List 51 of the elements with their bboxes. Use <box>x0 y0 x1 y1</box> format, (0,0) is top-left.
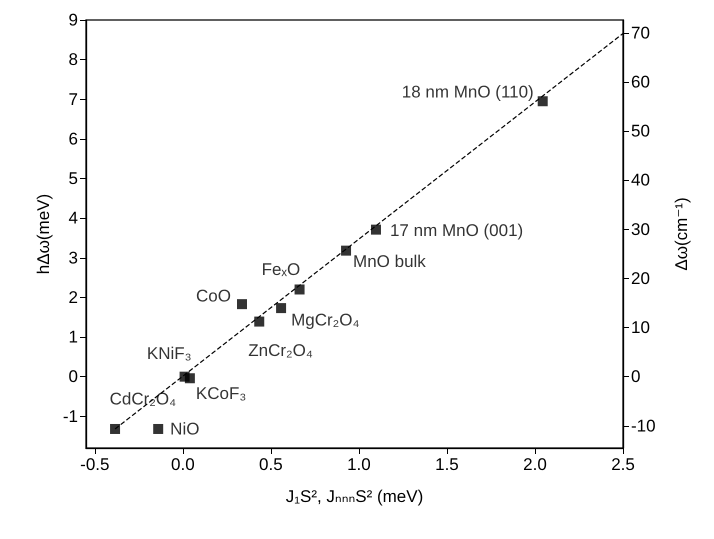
y2-tick-label: 20 <box>631 268 650 288</box>
point <box>276 303 286 314</box>
x-axis-title: J₁S², JₙₙₙS² (meV) <box>286 487 424 506</box>
point <box>294 284 305 294</box>
x-tick-label: -0.5 <box>80 455 110 474</box>
point <box>184 373 195 384</box>
annotation: MgCr₂O₄ <box>291 310 360 330</box>
x-tick-label: 2.5 <box>611 455 635 474</box>
y-tick-label: 9 <box>68 10 78 30</box>
y2-tick-label: 30 <box>631 220 650 239</box>
annotation: CdCr₂O₄ <box>110 389 176 408</box>
y2-tick-label: -10 <box>631 416 656 436</box>
x-tick-label: 2.0 <box>523 455 547 474</box>
annotation: NiO <box>170 419 200 438</box>
y2-tick-label: 50 <box>631 122 650 141</box>
y2-tick-label: 40 <box>631 170 650 190</box>
point <box>236 299 247 310</box>
x-tick-label: 1.5 <box>435 455 459 474</box>
y2-tick-label: 0 <box>631 367 640 386</box>
y-tick-label: 3 <box>68 248 78 268</box>
annotation: 18 nm MnO (110) <box>402 82 534 102</box>
annotation: KNiF₃ <box>146 344 192 364</box>
point <box>341 246 352 256</box>
y-tick-label: 6 <box>68 129 78 148</box>
y-tick-label: 1 <box>68 328 78 347</box>
y2-tick-label: 10 <box>631 318 650 338</box>
annotation: 17 nm MnO (001) <box>390 221 524 240</box>
y2-axis-title: Δω(cm⁻¹) <box>672 197 691 271</box>
x-tick-label: 0.5 <box>259 455 283 474</box>
annotation: ZnCr₂O₄ <box>248 341 313 360</box>
y-tick-label: 2 <box>68 288 78 307</box>
y-tick-label: 5 <box>68 169 78 188</box>
y-tick-label: 0 <box>68 367 78 386</box>
point <box>153 424 164 434</box>
point <box>538 96 548 106</box>
y-axis-title: hΔω(meV) <box>34 194 53 274</box>
y-tick-label: 8 <box>68 50 78 70</box>
y2-tick-label: 70 <box>631 23 650 42</box>
y-tick-label: -1 <box>62 406 78 426</box>
point <box>370 224 381 235</box>
y-tick-label: 7 <box>68 90 78 109</box>
x-tick-label: 0.0 <box>171 455 195 474</box>
y2-tick-label: 60 <box>631 72 650 92</box>
annotation: KCoF₃ <box>196 384 246 403</box>
point <box>110 424 120 434</box>
x-tick-label: 1.0 <box>347 455 371 474</box>
point <box>254 316 264 327</box>
annotation: MnO bulk <box>353 252 426 272</box>
annotation: FeₓO <box>262 260 300 279</box>
annotation: CoO <box>196 286 231 306</box>
y-tick-label: 4 <box>68 208 78 228</box>
